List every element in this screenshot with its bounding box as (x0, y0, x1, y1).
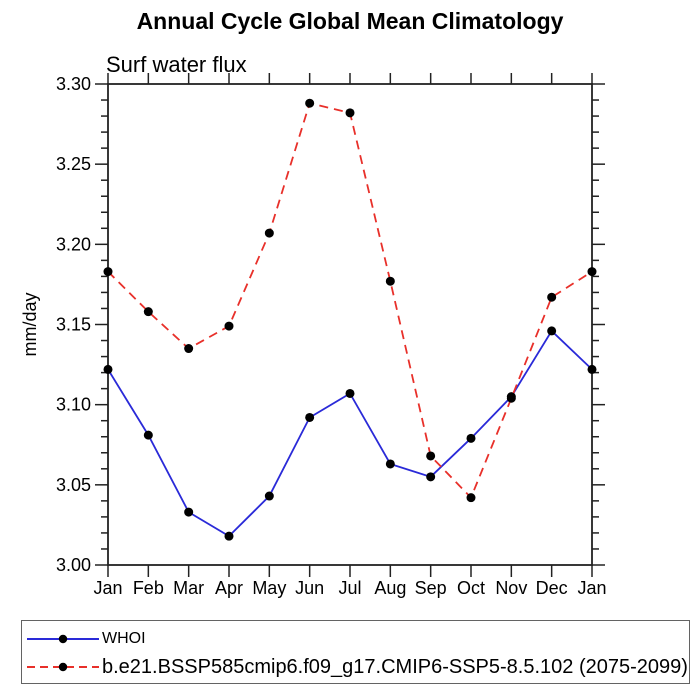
data-point (587, 364, 597, 374)
y-tick-label: 3.05 (56, 475, 91, 495)
legend-item-whoi: WHOI (22, 625, 689, 653)
legend-line-sample-model (27, 662, 99, 672)
chart-subtitle: Surf water flux (106, 52, 247, 77)
data-point (385, 459, 395, 469)
data-point (547, 292, 557, 302)
series-markers-0 (103, 326, 597, 541)
data-point (466, 433, 476, 443)
data-point (103, 364, 113, 374)
data-point (143, 307, 153, 317)
chart-title: Annual Cycle Global Mean Climatology (136, 8, 564, 34)
x-tick-label: Apr (215, 578, 243, 598)
data-point (184, 507, 194, 517)
x-tick-label: Mar (173, 578, 204, 598)
y-axis-label: mm/day (20, 292, 40, 356)
data-point (506, 393, 516, 403)
y-tick-label: 3.30 (56, 74, 91, 94)
x-tick-label: Oct (457, 578, 485, 598)
data-point (184, 344, 194, 354)
legend-label-whoi: WHOI (102, 630, 146, 647)
data-point (305, 412, 315, 422)
y-tick-label: 3.25 (56, 154, 91, 174)
data-point (345, 108, 355, 118)
data-point (345, 388, 355, 398)
data-point (587, 267, 597, 277)
y-axis-ticks: 3.00 3.05 3.10 3.15 3.20 3.25 3.30 (56, 74, 605, 575)
data-point (143, 430, 153, 440)
y-tick-label: 3.00 (56, 555, 91, 575)
x-tick-label: Feb (133, 578, 164, 598)
data-point (264, 491, 274, 501)
x-tick-label: Aug (374, 578, 406, 598)
legend-label-model: b.e21.BSSP585cmip6.f09_g17.CMIP6-SSP5-8.… (102, 655, 688, 678)
x-tick-label: Nov (495, 578, 527, 598)
y-tick-label: 3.15 (56, 315, 91, 335)
data-point (466, 493, 476, 503)
x-tick-label: Jan (93, 578, 122, 598)
x-tick-label: Jan (577, 578, 606, 598)
x-tick-label: Sep (415, 578, 447, 598)
y-tick-label: 3.10 (56, 395, 91, 415)
data-point (426, 472, 436, 482)
data-point (547, 326, 557, 336)
data-point (426, 451, 436, 461)
x-tick-label: Jun (295, 578, 324, 598)
data-point (264, 228, 274, 238)
x-axis-ticks: Jan Feb Mar Apr May Jun Jul Aug Sep Oct Nov Dec Jan (93, 73, 607, 598)
x-tick-label: Jul (338, 578, 361, 598)
x-tick-label: Dec (536, 578, 568, 598)
legend-item-model: b.e21.BSSP585cmip6.f09_g17.CMIP6-SSP5-8.… (22, 653, 689, 681)
data-point (224, 531, 234, 541)
plot-frame (107, 83, 593, 566)
series-line-1 (107, 102, 593, 500)
series-markers-1 (103, 98, 597, 503)
data-point (224, 321, 234, 331)
series-line-0 (107, 329, 593, 538)
x-tick-label: May (252, 578, 286, 598)
data-point (305, 98, 315, 108)
data-point (103, 267, 113, 277)
data-point (385, 276, 395, 286)
legend-line-sample-whoi (27, 634, 99, 644)
legend: WHOI b.e21.BSSP585cmip6.f09_g17.CMIP6-SS… (21, 620, 690, 684)
y-tick-label: 3.20 (56, 234, 91, 254)
